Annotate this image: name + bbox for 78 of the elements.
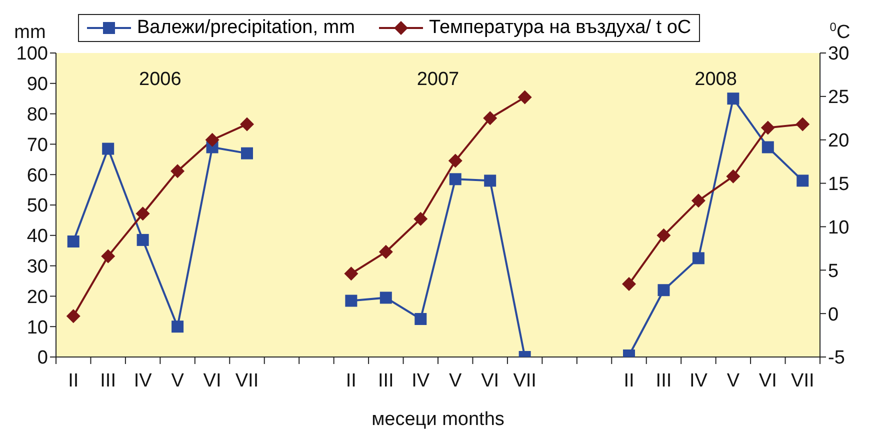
x-tick-label: IV	[689, 370, 708, 392]
y-tick-label: 90	[26, 74, 48, 96]
point	[170, 164, 185, 178]
y-tick-label: 100	[16, 44, 48, 65]
y-tick-label: 10	[26, 317, 48, 338]
point	[240, 117, 254, 132]
y-tick-label: 0	[37, 348, 48, 369]
x-axis-title: месеци months	[372, 409, 504, 430]
x-tick-label: IV	[412, 370, 430, 392]
point	[101, 249, 116, 264]
y2-tick-label: 25	[828, 87, 850, 108]
point	[67, 235, 80, 248]
x-tick-label: V	[449, 370, 462, 392]
x-tick-label: V	[726, 370, 740, 392]
y2-tick-label: 10	[828, 217, 850, 238]
legend-label: Температура на въздуха/ t oC	[428, 17, 692, 39]
point	[483, 111, 498, 126]
x-tick-label: V	[171, 370, 184, 392]
point	[380, 292, 392, 304]
y-axis-title: mm	[14, 22, 46, 43]
x-tick-label: VII	[235, 370, 259, 392]
point	[414, 313, 427, 325]
y2-tick-label: 20	[828, 130, 850, 152]
x-tick-label: III	[100, 370, 116, 392]
point	[136, 206, 150, 221]
point	[241, 147, 253, 160]
point	[518, 90, 532, 104]
point	[727, 92, 740, 105]
annotation: 2008	[694, 69, 737, 90]
y-tick-label: 70	[26, 134, 48, 156]
x-tick-label: VI	[758, 370, 777, 392]
y2-tick-label: -5	[828, 348, 845, 369]
y-tick-label: 30	[26, 256, 48, 278]
x-tick-label: VII	[791, 370, 814, 392]
x-tick-label: VI	[203, 370, 222, 392]
y-tick-label: 60	[26, 165, 48, 186]
annotation: 2006	[139, 69, 182, 90]
y-tick-label: 20	[26, 286, 48, 308]
point	[692, 252, 704, 264]
point	[760, 120, 775, 135]
x-tick-label: III	[378, 370, 394, 392]
point	[448, 154, 462, 168]
annotation: 2007	[416, 69, 460, 90]
point	[136, 234, 149, 246]
point	[172, 320, 184, 333]
y2-tick-label: 30	[828, 44, 850, 65]
point	[656, 228, 671, 242]
x-tick-label: IV	[134, 370, 152, 392]
y2-tick-label: 5	[828, 260, 839, 282]
point	[726, 169, 740, 184]
point	[449, 173, 462, 186]
point	[344, 266, 358, 281]
point	[378, 244, 393, 259]
x-tick-label: II	[624, 370, 634, 392]
y2-tick-label: 15	[828, 174, 850, 196]
y2-tick-label: 0	[828, 304, 839, 326]
point	[414, 212, 428, 226]
y-tick-label: 80	[26, 104, 48, 126]
point	[484, 174, 496, 187]
x-tick-label: II	[68, 370, 79, 392]
point	[762, 141, 774, 154]
y-tick-label: 50	[26, 196, 48, 217]
x-tick-label: II	[346, 370, 356, 392]
point	[102, 142, 114, 155]
point	[796, 117, 810, 132]
x-tick-label: VI	[481, 370, 500, 392]
point	[796, 174, 809, 187]
point	[66, 309, 80, 324]
x-tick-label: VII	[513, 370, 536, 392]
y2-axis-title: $^{0}$C	[830, 20, 850, 43]
point	[205, 132, 220, 147]
legend-label: Валежи/precipitation, mm	[137, 17, 355, 39]
point	[691, 194, 706, 208]
point	[345, 294, 358, 307]
x-tick-label: III	[656, 370, 672, 392]
point	[622, 277, 636, 292]
y-tick-label: 40	[26, 226, 48, 248]
point	[658, 284, 670, 296]
